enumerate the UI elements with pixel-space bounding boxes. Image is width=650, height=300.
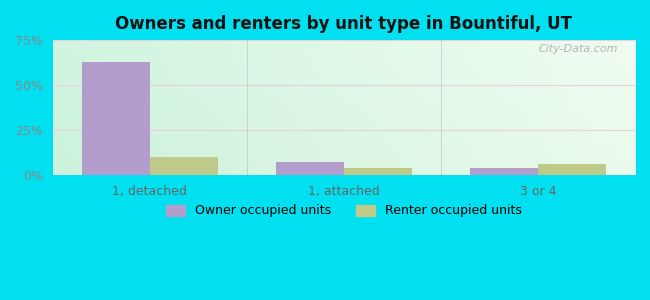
- Text: City-Data.com: City-Data.com: [538, 44, 617, 54]
- Bar: [82, 62, 150, 175]
- Bar: [150, 157, 218, 175]
- Bar: [538, 164, 606, 175]
- Title: Owners and renters by unit type in Bountiful, UT: Owners and renters by unit type in Bount…: [115, 15, 573, 33]
- Bar: [276, 162, 344, 175]
- Bar: [344, 168, 412, 175]
- Legend: Owner occupied units, Renter occupied units: Owner occupied units, Renter occupied un…: [161, 200, 526, 223]
- Bar: [470, 168, 538, 175]
